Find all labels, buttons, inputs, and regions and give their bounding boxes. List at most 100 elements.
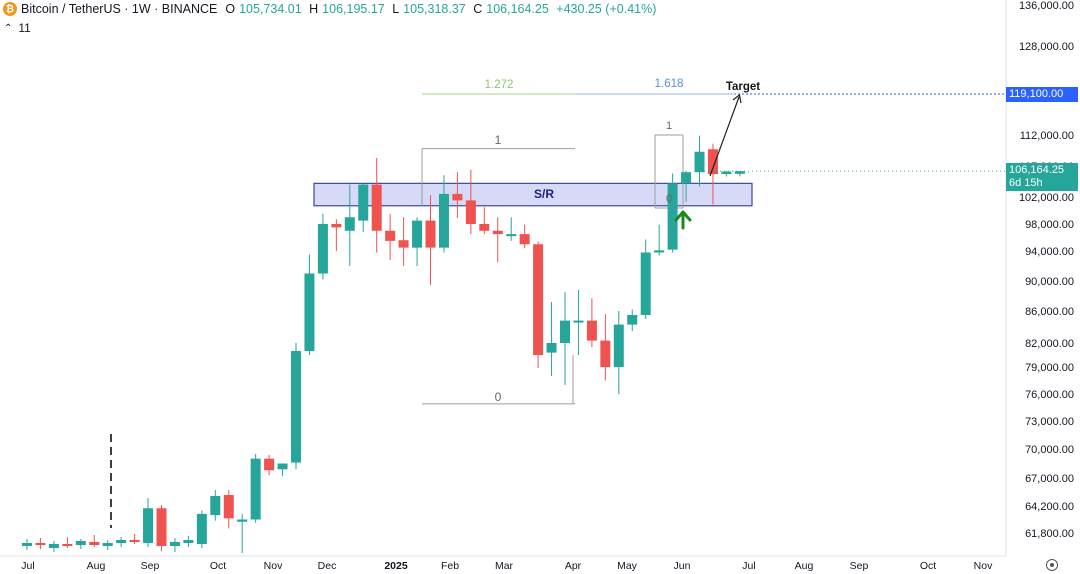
candle-body — [613, 324, 624, 367]
candle-body — [116, 540, 127, 543]
target-price-label: 119,100.00 — [1006, 87, 1078, 102]
candle-body — [237, 519, 248, 522]
candle-body — [398, 240, 409, 248]
indicator-count: 11 — [18, 21, 31, 35]
x-tick-label: Jul — [21, 560, 34, 572]
target-arrow-line — [709, 96, 740, 177]
candle-body — [183, 540, 194, 543]
y-tick-label: 112,000.00 — [1020, 130, 1074, 142]
candle-body — [196, 513, 207, 544]
candle-body — [344, 217, 355, 231]
x-tick-label: Dec — [318, 560, 337, 572]
open-value: 105,734.01 — [239, 2, 302, 16]
candle-body — [600, 340, 611, 367]
change-value: +430.25 (+0.41%) — [556, 2, 657, 16]
candle-body — [586, 320, 597, 341]
candle-body — [129, 540, 140, 542]
target-arrow-head — [732, 93, 742, 104]
green-arrow-icon — [674, 210, 692, 230]
candle-body — [654, 250, 665, 253]
candle-body — [681, 172, 692, 184]
low-value: 105,318.37 — [403, 2, 466, 16]
ohlc-values: O 105,734.01 H 106,195.17 L 105,318.37 C 106… — [225, 2, 660, 16]
candle-body — [707, 149, 718, 175]
candle-body — [143, 508, 154, 543]
candle-body — [331, 224, 342, 228]
candle-body — [210, 496, 221, 515]
x-tick-label: Nov — [974, 560, 993, 572]
x-tick-label: Apr — [565, 560, 582, 572]
fib-1272-label: 1.272 — [485, 79, 514, 91]
fib-bottom-zero-label: 0 — [495, 390, 502, 404]
sr-zone — [313, 182, 753, 207]
x-tick-label: Oct — [210, 560, 226, 572]
candle-body — [291, 351, 301, 463]
indicator-toggle[interactable]: ⌃ 11 — [4, 21, 31, 35]
x-tick-label: Nov — [264, 560, 283, 572]
chevron-up-icon[interactable]: ⌃ — [4, 22, 13, 34]
candle-body — [264, 458, 275, 471]
y-tick-label: 90,000.00 — [1025, 276, 1074, 288]
candle-body — [492, 230, 503, 235]
candle-body — [412, 220, 423, 248]
y-tick-label: 128,000.00 — [1019, 41, 1074, 53]
candle-body — [438, 193, 449, 248]
candle-body — [371, 184, 382, 231]
candle-body — [22, 543, 32, 546]
candle-body — [250, 458, 261, 520]
candle-body — [533, 244, 544, 355]
y-tick-label: 61,800.00 — [1025, 528, 1074, 540]
candle-body — [465, 200, 476, 224]
countdown-value: 6d 15h — [1009, 177, 1043, 189]
candle-body — [75, 541, 86, 545]
x-tick-label: Sep — [850, 560, 869, 572]
y-tick-label: 67,000.00 — [1025, 473, 1074, 485]
candle-body — [48, 544, 59, 548]
candle-body — [358, 184, 369, 221]
open-key: O — [225, 2, 236, 16]
y-tick-label: 82,000.00 — [1025, 338, 1074, 350]
current-price-label: 106,164.25 6d 15h — [1006, 163, 1078, 191]
candle-body — [62, 544, 73, 546]
candle-body — [277, 463, 288, 470]
x-tick-label: Feb — [441, 560, 459, 572]
candle-body — [223, 495, 234, 519]
y-tick-label: 70,000.00 — [1025, 444, 1074, 456]
candle-body — [734, 171, 745, 174]
candle-body — [385, 230, 396, 241]
y-tick-label: 76,000.00 — [1025, 389, 1074, 401]
target-price-value: 119,100.00 — [1009, 88, 1064, 100]
x-tick-label: May — [617, 560, 638, 572]
settings-icon[interactable] — [1046, 559, 1058, 571]
bitcoin-icon: ₿ — [3, 2, 17, 16]
close-value: 106,164.25 — [486, 2, 549, 16]
symbol-title[interactable]: Bitcoin / TetherUS · 1W · BINANCE — [21, 2, 218, 16]
y-tick-label: 79,000.00 — [1025, 362, 1074, 374]
y-tick-label: 102,000.00 — [1019, 192, 1074, 204]
candle-body — [102, 543, 113, 546]
x-tick-label: Mar — [495, 560, 514, 572]
x-tick-label: Aug — [87, 560, 106, 572]
fib-small-zero-label: 0 — [666, 193, 672, 205]
candle-body — [519, 234, 530, 245]
y-tick-label: 94,000.00 — [1025, 246, 1074, 258]
candle-body — [304, 273, 315, 351]
candle-body — [640, 252, 651, 315]
candle-body — [694, 151, 705, 173]
x-tick-label: Aug — [795, 560, 814, 572]
high-key: H — [309, 2, 319, 16]
candle-body — [721, 171, 732, 175]
chart-header: ₿ Bitcoin / TetherUS · 1W · BINANCE O 105… — [0, 0, 660, 18]
y-tick-label: 73,000.00 — [1025, 416, 1074, 428]
candle-body — [479, 224, 490, 231]
high-value: 106,195.17 — [322, 2, 385, 16]
y-tick-label: 98,000.00 — [1025, 219, 1074, 231]
y-tick-label: 136,000.00 — [1019, 0, 1074, 12]
candle-body — [667, 183, 678, 250]
candle-body — [627, 315, 638, 325]
candle-body — [560, 320, 570, 343]
x-tick-label: Sep — [141, 560, 160, 572]
x-tick-label: Jul — [742, 560, 755, 572]
candle-body — [169, 542, 180, 546]
